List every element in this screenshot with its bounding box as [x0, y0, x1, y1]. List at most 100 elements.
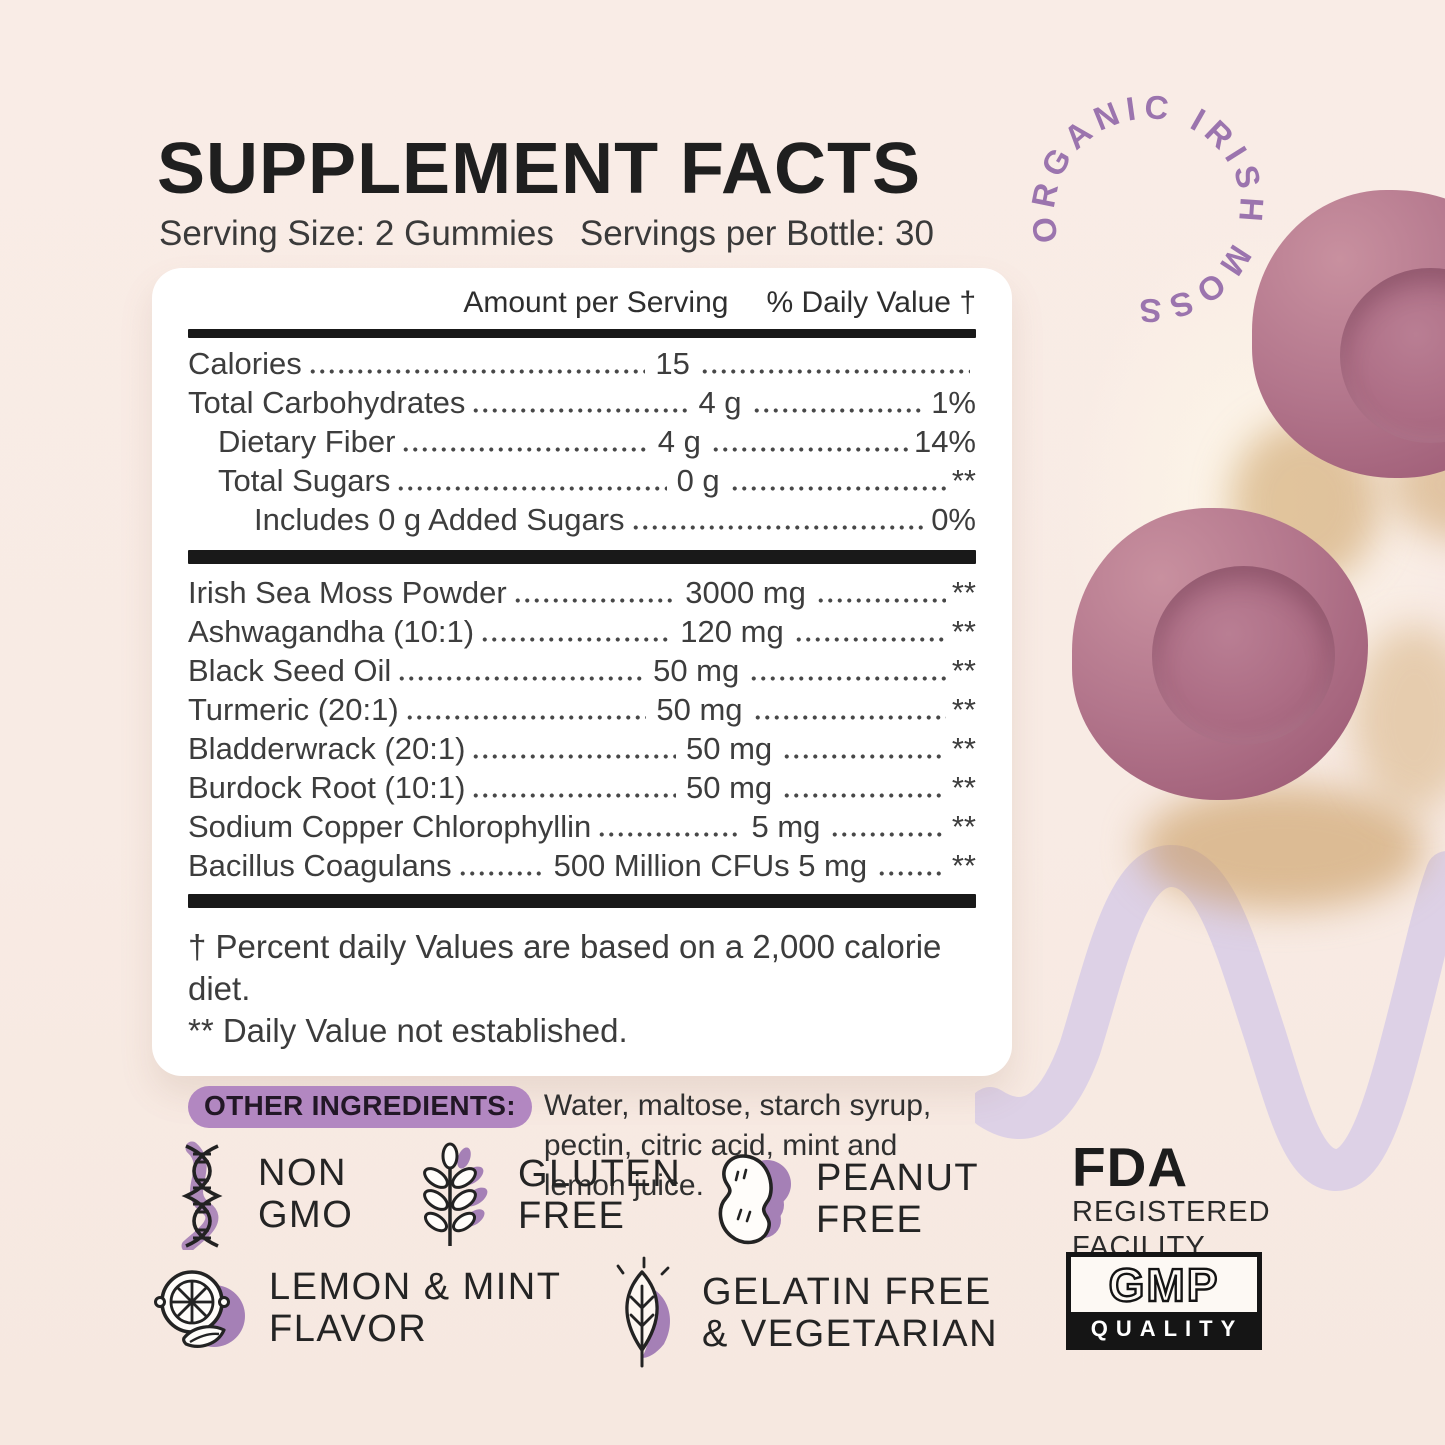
column-headers: Amount per Serving % Daily Value † — [188, 284, 976, 320]
mid-divider-bar — [188, 550, 976, 564]
badge-lemon-mint-flavor: LEMON & MINT FLAVOR — [148, 1258, 561, 1360]
badge-line: GMO — [258, 1194, 354, 1236]
row-daily-value: ** — [951, 463, 976, 499]
row-label: Turmeric (20:1) — [188, 692, 399, 728]
circle-badge-text: ORGANIC IRISH MOSS — [1024, 88, 1271, 330]
row-amount: 4 g — [698, 385, 742, 421]
row-amount: 500 Million CFUs 5 mg — [553, 848, 868, 884]
dot-leader — [512, 598, 676, 603]
gummy-dimple — [1339, 267, 1445, 444]
ingredient-row: Sodium Copper Chlorophyllin 5 mg ** — [188, 806, 976, 845]
dot-leader — [457, 871, 544, 876]
badge-line: PEANUT — [816, 1157, 980, 1200]
fda-line: REGISTERED — [1072, 1196, 1271, 1228]
gummy-shadow — [1140, 785, 1425, 910]
leaf-icon — [616, 1256, 671, 1368]
wheat-icon — [423, 1142, 488, 1246]
row-daily-value: ** — [951, 809, 976, 845]
nutrition-row: Total Carbohydrates 4 g 1% — [188, 382, 976, 421]
dot-leader — [752, 715, 946, 720]
row-label: Total Sugars — [218, 463, 391, 499]
row-label: Bacillus Coagulans — [188, 848, 452, 884]
nutrition-row: Total Sugars 0 g ** — [188, 460, 976, 499]
badge-line: FREE — [518, 1195, 626, 1237]
nutrition-row: Includes 0 g Added Sugars 0% — [188, 499, 976, 538]
row-amount: 0 g — [676, 463, 720, 499]
lemon-icon — [154, 1270, 245, 1348]
dot-leader — [401, 447, 648, 452]
badge-fda-registered: FDA REGISTERED FACILITY — [1072, 1140, 1271, 1265]
gummy-middle-right — [1072, 508, 1368, 800]
ingredient-rows: Irish Sea Moss Powder 3000 mg ** Ashwagandh… — [188, 572, 976, 884]
row-daily-value: ** — [951, 848, 976, 884]
row-amount: 50 mg — [653, 653, 740, 689]
row-amount: 50 mg — [686, 731, 773, 767]
dot-leader — [729, 486, 946, 491]
badge-gluten-free: GLUTEN FREE — [412, 1140, 681, 1252]
dna-icon — [181, 1141, 223, 1250]
row-label: Calories — [188, 346, 302, 382]
amount-column-header: Amount per Serving — [463, 286, 729, 319]
row-daily-value: ** — [951, 770, 976, 806]
nutrition-row: Calories 15 — [188, 343, 976, 382]
footnotes: † Percent daily Values are based on a 2,… — [188, 926, 976, 1052]
fda-title: FDA — [1072, 1136, 1189, 1198]
row-amount: 4 g — [657, 424, 701, 460]
row-label: Black Seed Oil — [188, 653, 392, 689]
row-daily-value: ** — [951, 614, 976, 650]
gummy-dimple — [1151, 566, 1336, 745]
row-amount: 50 mg — [656, 692, 743, 728]
servings-per-bottle-text: Servings per Bottle: 30 — [579, 214, 934, 253]
badge-line: NON — [258, 1152, 347, 1195]
row-amount: 15 — [655, 346, 690, 382]
row-amount: 120 mg — [680, 614, 784, 650]
page-title: SUPPLEMENT FACTS — [157, 129, 922, 209]
row-daily-value: 14% — [913, 424, 976, 460]
row-label: Burdock Root (10:1) — [188, 770, 466, 806]
badge-gmp-quality: GMP QUALITY — [1066, 1252, 1262, 1350]
row-label: Irish Sea Moss Powder — [188, 575, 507, 611]
ingredient-row: Turmeric (20:1) 50 mg ** — [188, 689, 976, 728]
dot-leader — [396, 486, 667, 491]
gmp-outline-text: GMP — [1071, 1257, 1257, 1312]
ingredient-row: Bacillus Coagulans 500 Million CFUs 5 mg *… — [188, 845, 976, 884]
dot-leader — [630, 525, 926, 530]
row-daily-value: ** — [951, 731, 976, 767]
row-daily-value: ** — [951, 653, 976, 689]
row-amount: 5 mg — [751, 809, 821, 845]
wave-squiggle-decoration — [975, 845, 1445, 1191]
badge-line: FREE — [816, 1199, 924, 1241]
row-label: Sodium Copper Chlorophyllin — [188, 809, 592, 845]
daily-value-column-header: % Daily Value † — [766, 286, 976, 319]
badge-gelatin-free-vegetarian: GELATIN FREE & VEGETARIAN — [602, 1256, 998, 1372]
gmp-quality-band: QUALITY — [1071, 1312, 1257, 1345]
supplement-facts-panel: Amount per Serving % Daily Value † Calor… — [152, 268, 1012, 1202]
dot-leader — [597, 832, 742, 837]
footnote: ** Daily Value not established. — [188, 1011, 628, 1049]
peanut-icon — [718, 1154, 791, 1245]
row-label: Dietary Fiber — [218, 424, 396, 460]
ingredient-row: Burdock Root (10:1) 50 mg ** — [188, 767, 976, 806]
other-ingredients: OTHER INGREDIENTS: Water, maltose, starc… — [188, 1085, 976, 1207]
badge-line: LEMON & MINT — [269, 1266, 562, 1309]
dot-leader — [793, 637, 946, 642]
dot-leader — [404, 715, 647, 720]
dot-leader — [749, 676, 946, 681]
badge-line: GLUTEN — [518, 1153, 682, 1196]
ingredient-row: Bladderwrack (20:1) 50 mg ** — [188, 728, 976, 767]
header-divider-bar — [188, 329, 976, 338]
dot-leader — [830, 832, 946, 837]
badge-line: GELATIN FREE — [702, 1271, 992, 1314]
serving-size-text: Serving Size: 2 Gummies — [159, 214, 554, 253]
ingredient-row: Ashwagandha (10:1) 120 mg ** — [188, 611, 976, 650]
dot-leader — [782, 754, 946, 759]
nutrition-rows: Calories 15 Total Carbohydrates 4 g 1% Dietar… — [188, 343, 976, 538]
footnote: † Percent daily Values are based on a 2,… — [188, 928, 942, 1007]
organic-irish-moss-circle-badge: ORGANIC IRISH MOSS — [1024, 88, 1271, 330]
badge-line: FLAVOR — [269, 1308, 428, 1350]
dot-leader — [471, 408, 689, 413]
row-daily-value: ** — [951, 575, 976, 611]
gummy-top-right — [1252, 190, 1445, 478]
dot-leader — [710, 447, 908, 452]
